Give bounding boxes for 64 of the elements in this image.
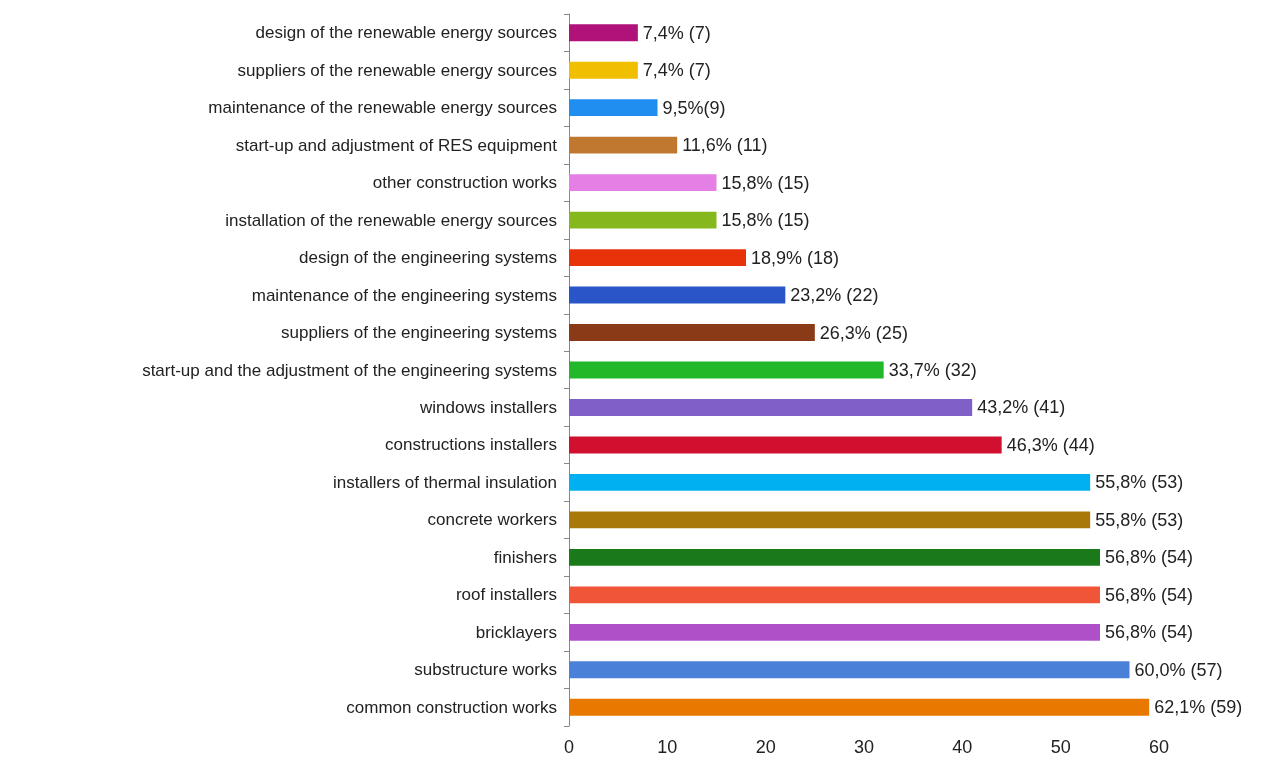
data-label: 11,6% (11) — [682, 135, 768, 156]
data-label: 15,8% (15) — [721, 210, 810, 231]
y-tick-label: common construction works — [346, 697, 557, 717]
data-label: 56,8% (54) — [1105, 584, 1194, 605]
data-label: 43,2% (41) — [977, 397, 1066, 418]
bar — [569, 99, 658, 117]
data-label: 26,3% (25) — [819, 322, 908, 343]
bar — [569, 623, 1100, 641]
bar — [569, 174, 717, 192]
x-tick-label: 30 — [853, 737, 875, 757]
y-tick-label: design of the engineering systems — [299, 248, 557, 268]
y-tick-label: installers of thermal insulation — [333, 472, 557, 492]
data-label: 46,3% (44) — [1006, 434, 1095, 455]
x-tick-label: 20 — [755, 737, 776, 757]
data-label: 15,8% (15) — [721, 172, 810, 193]
x-tick-label: 0 — [563, 737, 575, 757]
y-tick-label: maintenance of the engineering systems — [251, 285, 557, 305]
bar — [569, 24, 638, 42]
data-label: 62,1% (59) — [1154, 697, 1243, 718]
data-label: 33,7% (32) — [888, 360, 977, 380]
y-tick-label: constructions installers — [385, 435, 557, 455]
y-tick-label: suppliers of the renewable energy sources — [237, 60, 557, 80]
y-tick-label: roof installers — [455, 585, 557, 605]
y-tick-label: start-up and the adjustment of the engineering systems — [142, 360, 557, 380]
bar — [569, 286, 786, 304]
bar — [569, 136, 678, 154]
y-tick-label: substructure works — [414, 660, 557, 680]
data-label: 7,4% (7) — [642, 60, 711, 81]
y-tick-label: other construction works — [372, 173, 557, 193]
y-tick-label: start-up and adjustment of RES equipment — [235, 135, 558, 155]
y-tick-label: suppliers of the engineering systems — [281, 323, 557, 343]
data-label: 55,8% (53) — [1095, 472, 1184, 493]
bar — [569, 399, 973, 416]
data-label: 23,2% (22) — [790, 285, 879, 306]
data-label: 56,8% (54) — [1105, 622, 1194, 643]
bar — [569, 473, 1091, 491]
y-tick-label: design of the renewable energy sources — [255, 23, 557, 43]
y-tick-label: bricklayers — [475, 622, 557, 642]
bar — [569, 361, 884, 379]
x-tick-label: 50 — [1050, 737, 1071, 757]
bar — [569, 211, 717, 229]
bar — [569, 661, 1130, 679]
y-tick-label: windows installers — [419, 397, 557, 417]
y-tick-label: installation of the renewable energy sources — [225, 210, 557, 230]
bar — [569, 586, 1100, 604]
x-tick-label: 10 — [657, 737, 678, 757]
x-tick-label: 60 — [1148, 737, 1170, 757]
data-label: 7,4% (7) — [642, 22, 711, 43]
bar — [569, 436, 1002, 454]
x-tick-label: 40 — [952, 737, 973, 757]
data-label: 9,5%(9) — [662, 97, 726, 118]
bar — [569, 324, 815, 341]
y-tick-label: finishers — [493, 547, 557, 567]
bar — [569, 698, 1150, 716]
y-tick-label: concrete workers — [427, 510, 557, 530]
bar — [569, 548, 1100, 566]
y-tick-label: maintenance of the renewable energy sources — [208, 98, 557, 118]
data-label: 60,0% (57) — [1134, 659, 1223, 680]
data-label: 18,9% (18) — [751, 247, 840, 268]
bar — [569, 511, 1091, 529]
bar — [569, 249, 746, 267]
data-label: 56,8% (54) — [1105, 547, 1194, 568]
data-label: 55,8% (53) — [1095, 509, 1184, 530]
bar — [569, 61, 638, 79]
